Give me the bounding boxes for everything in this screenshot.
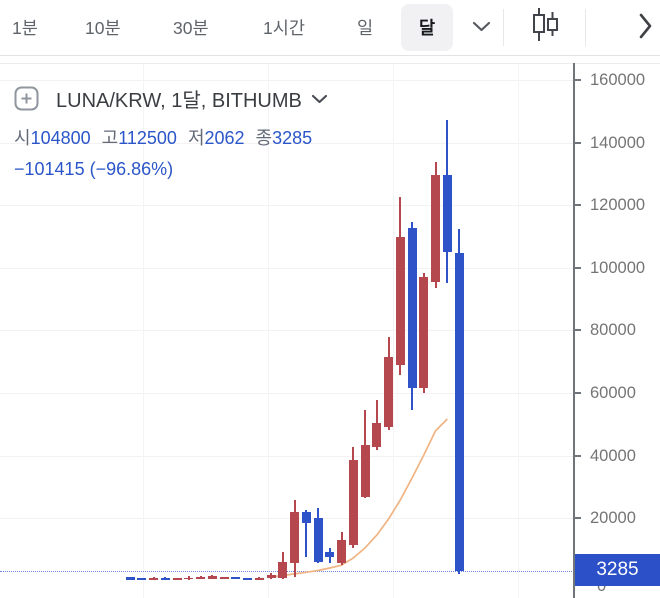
symbol-title-row[interactable]: LUNA/KRW, 1달, BITHUMB xyxy=(14,84,328,113)
axis-tick-label: 120000 xyxy=(590,196,646,215)
ohlc-pair: 시104800 xyxy=(14,128,91,148)
gridline xyxy=(0,143,574,144)
chevron-right-icon xyxy=(636,12,654,43)
gridline xyxy=(143,64,144,598)
axis-tick-label: 20000 xyxy=(590,509,636,528)
axis-tick xyxy=(575,517,581,520)
chevron-down-icon xyxy=(472,20,491,35)
interval-button-2[interactable]: 10분 xyxy=(85,18,121,38)
axis-tick xyxy=(575,204,581,207)
change-value: −101415 (−96.86%) xyxy=(14,159,174,179)
ohlc-pair: 고112500 xyxy=(101,128,177,148)
chart-style-button[interactable] xyxy=(528,0,564,55)
interval-button-5[interactable]: 일 xyxy=(357,18,374,38)
axis-zero-label: 0 xyxy=(597,577,607,595)
axis-tick-label: 140000 xyxy=(590,133,646,152)
axis-tick xyxy=(575,329,581,332)
ohlc-pair: 종3285 xyxy=(255,128,313,148)
axis-tick xyxy=(575,266,581,269)
price-axis-line xyxy=(573,63,575,598)
interval-button-1[interactable]: 1분 xyxy=(12,18,38,38)
axis-tick-label: 40000 xyxy=(590,446,636,465)
chart-toolbar: 1분 10분 30분 1시간 일 달 xyxy=(0,0,660,56)
ohlc-row: 시104800 고112500 저2062 종3285 xyxy=(14,124,328,150)
gridline xyxy=(268,64,269,598)
gridline xyxy=(0,456,574,457)
candlestick-icon xyxy=(531,7,561,48)
axis-tick xyxy=(575,141,581,144)
interval-button-6[interactable]: 달 xyxy=(401,4,453,51)
gridline xyxy=(0,393,574,394)
gridline xyxy=(0,268,574,269)
gridline xyxy=(0,518,574,519)
axis-tick xyxy=(575,392,581,394)
toolbar-divider xyxy=(503,9,504,46)
axis-tick-label: 60000 xyxy=(590,384,636,402)
axis-tick xyxy=(575,454,581,457)
chart-frame-border xyxy=(0,63,660,64)
gridline xyxy=(0,330,574,331)
interval-button-4[interactable]: 1시간 xyxy=(263,18,305,38)
interval-dropdown-button[interactable] xyxy=(468,0,494,55)
interval-button-3[interactable]: 30분 xyxy=(173,18,209,38)
gridline xyxy=(393,64,394,598)
toolbar-divider xyxy=(585,9,586,46)
chart-header: LUNA/KRW, 1달, BITHUMB 시104800 고112500 저206… xyxy=(14,84,328,180)
axis-tick xyxy=(575,79,581,82)
current-price-badge: 3285 xyxy=(575,554,660,586)
gridline xyxy=(0,80,574,81)
chevron-down-icon xyxy=(311,91,328,109)
plus-square-icon[interactable] xyxy=(14,86,39,111)
gridline xyxy=(518,64,519,598)
axis-tick-label: 160000 xyxy=(590,71,646,90)
expand-toolbar-button[interactable] xyxy=(630,0,660,55)
axis-tick-label: 80000 xyxy=(590,321,636,340)
ohlc-pair: 저2062 xyxy=(187,128,245,148)
axis-tick-label: 100000 xyxy=(590,258,646,277)
gridline xyxy=(0,205,574,206)
symbol-title: LUNA/KRW, 1달, BITHUMB xyxy=(56,90,302,112)
